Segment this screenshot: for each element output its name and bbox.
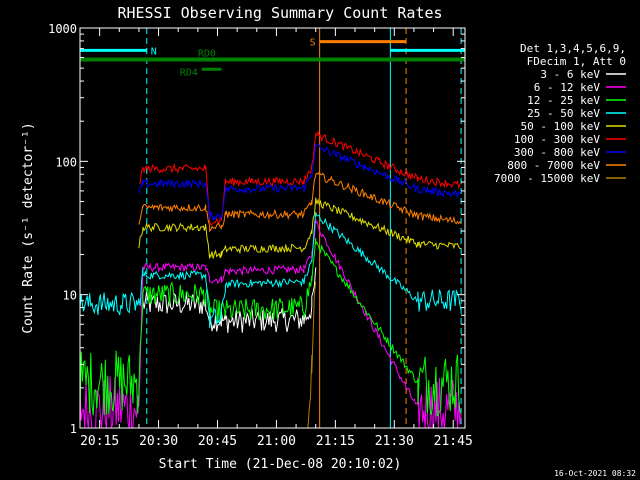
legend-header-line-1: Det 1,3,4,5,6,9,: [520, 42, 626, 55]
series-line-6: [138, 143, 462, 222]
y-tick-label-2: 100: [55, 155, 77, 169]
legend: Det 1,3,4,5,6,9, FDecim 1, Att 0 3 - 6 k…: [494, 42, 626, 185]
legend-label-2: 12 - 25 keV: [527, 94, 600, 107]
legend-header-line-2: FDecim 1, Att 0: [527, 55, 626, 68]
state-bar-label-s: S: [310, 38, 316, 49]
state-bar-label-n: N: [151, 46, 157, 57]
x-tick-label-2: 20:45: [198, 434, 237, 449]
x-tick-label-1: 20:30: [139, 434, 178, 449]
legend-label-4: 50 - 100 keV: [521, 120, 601, 133]
x-tick-label-5: 21:30: [375, 434, 414, 449]
x-tick-label-6: 21:45: [434, 434, 473, 449]
state-bar-label-rd4: RD4: [180, 67, 198, 78]
y-tick-label-1: 10: [63, 289, 77, 303]
x-tick-label-4: 21:15: [316, 434, 355, 449]
legend-label-1: 6 - 12 keV: [534, 81, 601, 94]
series-line-1: [79, 219, 462, 429]
legend-label-5: 100 - 300 keV: [514, 133, 600, 146]
x-tick-label-0: 20:15: [80, 434, 119, 449]
legend-label-7: 800 - 7000 keV: [507, 159, 600, 172]
series-line-0: [142, 267, 317, 333]
series-line-2: [79, 238, 462, 417]
chart-title: RHESSI Observing Summary Count Rates: [117, 4, 442, 22]
series-line-3: [79, 211, 462, 329]
series-line-4: [138, 197, 462, 259]
state-bar-label-rd0: RD0: [198, 49, 216, 60]
series-line-5: [138, 130, 462, 226]
axes-frame: [79, 27, 466, 429]
series-line-7: [138, 171, 462, 232]
y-axis-label: Count Rate (s⁻¹ detector⁻¹): [21, 122, 36, 333]
y-tick-label-3: 1000: [48, 22, 77, 36]
legend-label-0: 3 - 6 keV: [540, 68, 600, 81]
legend-label-8: 7000 - 15000 keV: [494, 172, 600, 185]
x-axis-label: Start Time (21-Dec-08 20:10:02): [159, 457, 402, 472]
legend-label-3: 25 - 50 keV: [527, 107, 600, 120]
legend-label-6: 300 - 800 keV: [514, 146, 600, 159]
series-line-8: [307, 281, 317, 429]
timestamp: 16-Oct-2021 08:32: [554, 469, 636, 478]
y-tick-label-0: 1: [70, 422, 77, 436]
x-tick-label-3: 21:00: [257, 434, 296, 449]
